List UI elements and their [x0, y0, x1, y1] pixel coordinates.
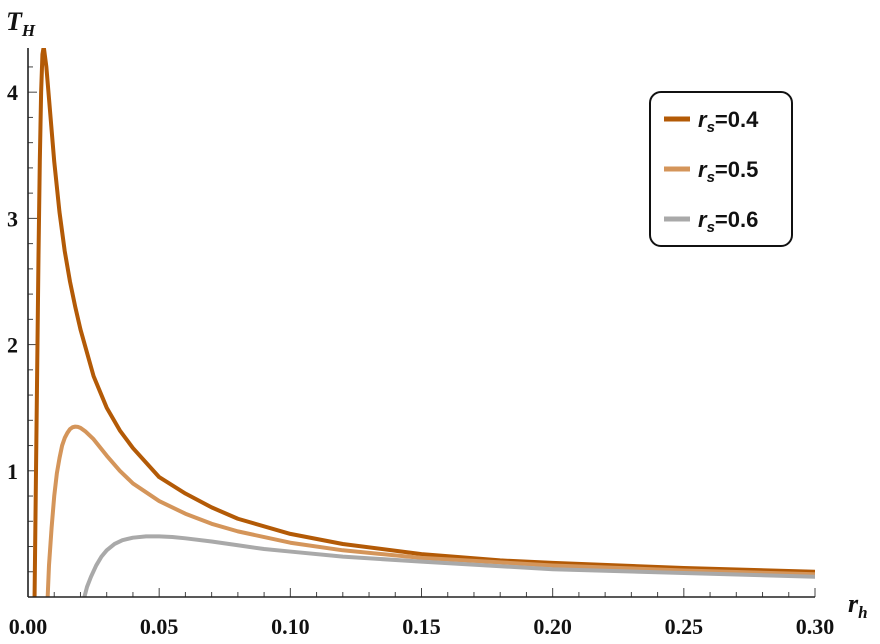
x-tick-label: 0.20: [533, 614, 572, 639]
y-tick-label: 4: [7, 80, 18, 105]
x-tick-label: 0.25: [665, 614, 704, 639]
y-tick-label: 2: [7, 333, 18, 358]
y-axis-title: TH: [6, 7, 36, 40]
series-line-3: [82, 534, 815, 597]
x-tick-label: 0.05: [140, 614, 179, 639]
legend: rs=0.4 rs=0.5 rs=0.6: [649, 91, 793, 247]
series-line-2: [45, 424, 815, 597]
legend-box: [649, 91, 793, 247]
x-tick-label: 0.10: [271, 614, 310, 639]
series-line-1: [32, 48, 815, 597]
x-axis-title: rh: [848, 589, 868, 622]
x-tick-label: 0.30: [796, 614, 835, 639]
x-tick-label: 0.00: [9, 614, 48, 639]
legend-label-1: rs=0.4: [698, 107, 759, 136]
y-tick-label: 3: [7, 206, 18, 231]
plot-area: [32, 48, 815, 597]
axis-ticks: [27, 66, 816, 597]
x-tick-label: 0.15: [402, 614, 441, 639]
y-tick-label: 1: [7, 459, 18, 484]
legend-label-3: rs=0.6: [698, 207, 758, 236]
tick-labels: 0.00 0.05 0.10 0.15 0.20 0.25 0.30 1 2 3 4: [7, 80, 834, 639]
legend-label-2: rs=0.5: [698, 157, 758, 186]
